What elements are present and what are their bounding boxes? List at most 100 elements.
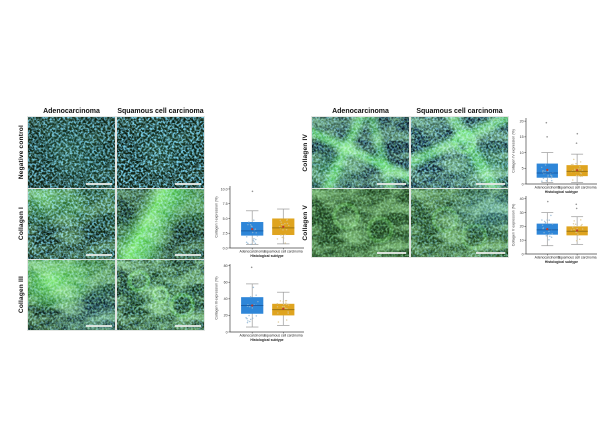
scale-bar <box>475 183 505 185</box>
row-label-text: Collagen I <box>17 207 25 241</box>
row-label: Collagen I <box>14 189 28 259</box>
right-microscopy-panel: Adenocarcinoma Squamous cell carcinoma C… <box>298 103 510 258</box>
y-tick-label: 20 <box>520 225 524 229</box>
boxplot-collagen-v: 0 10 20 30 40 Collagen V expression (%) Adenoc… <box>510 188 600 268</box>
microscopy-row: Collagen IV <box>298 116 510 189</box>
box-squamous-cell-carcinoma <box>566 132 588 183</box>
y-tick-label: 5.0 <box>223 217 228 221</box>
x-category-label: Squamous cell carcinoma <box>558 256 597 260</box>
right-image-grid: Collagen IV Collagen V <box>298 116 510 258</box>
x-category-label: Adenocarcinoma <box>239 334 265 338</box>
row-label-text: Negative control <box>17 125 25 180</box>
micro-image-collagen-iii-squamous-cell-carcinoma <box>116 259 205 331</box>
y-tick-label: 40 <box>224 297 228 301</box>
boxplot-svg-collagen-iv: 0 5 10 15 20 Collagen IV expression (%) Adenoc… <box>512 118 597 194</box>
y-tick-label: 20 <box>224 314 228 318</box>
micro-image-collagen-i-squamous-cell-carcinoma <box>116 188 205 260</box>
collagen-fiber-layer <box>117 260 204 330</box>
column-header-adenocarcinoma: Adenocarcinoma <box>43 108 100 115</box>
collagen-fiber-layer <box>117 117 204 188</box>
row-label: Negative control <box>14 117 28 188</box>
collagen-fiber-layer <box>312 189 409 257</box>
y-tick-label: 60 <box>224 281 228 285</box>
collagen-fiber-layer <box>28 189 115 259</box>
row-label-text: Collagen III <box>17 276 25 314</box>
collagen-fiber-layer <box>312 117 409 188</box>
scale-bar <box>174 183 201 185</box>
micro-image-negative-control-squamous-cell-carcinoma <box>116 116 205 189</box>
y-tick-label: 15 <box>520 135 524 139</box>
y-tick-label: 0 <box>522 252 524 256</box>
y-axis-label: Collagen III expression (%) <box>215 276 219 319</box>
micro-image-collagen-i-adenocarcinoma <box>27 188 116 260</box>
row-label: Collagen III <box>14 260 28 330</box>
collagen-fiber-layer <box>411 189 508 257</box>
box-squamous-cell-carcinoma <box>566 203 588 245</box>
stain-noise-layer <box>28 117 115 188</box>
microscopy-row: Negative control <box>14 116 206 189</box>
y-tick-label: 0 <box>522 182 524 186</box>
left-image-grid: Negative control Collagen I Collagen III <box>14 116 206 331</box>
box-squamous-cell-carcinoma <box>272 291 295 326</box>
x-axis-label: Histological subtype <box>545 190 578 194</box>
box-adenocarcinoma <box>241 190 264 246</box>
micro-image-collagen-iv-squamous-cell-carcinoma <box>410 116 509 189</box>
boxplot-collagen-i: 0.0 2.5 5.0 7.5 10.0 Collagen I expression (%… <box>213 178 309 264</box>
boxplot-collagen-iii: 0 20 40 60 80 Collagen III expression (%) Aden… <box>213 256 309 348</box>
x-category-label: Squamous cell carcinoma <box>264 334 303 338</box>
y-tick-label: 5 <box>522 167 524 171</box>
collagen-fiber-layer <box>117 189 204 259</box>
microscopy-row: Collagen V <box>298 188 510 258</box>
y-tick-label: 10 <box>520 238 524 242</box>
left-microscopy-panel: Adenocarcinoma Squamous cell carcinoma N… <box>14 103 206 331</box>
boxplot-svg-collagen-i: 0.0 2.5 5.0 7.5 10.0 Collagen I expression (%… <box>215 186 304 258</box>
y-tick-label: 40 <box>520 197 524 201</box>
row-label-text: Collagen IV <box>301 133 309 172</box>
micro-image-collagen-v-adenocarcinoma <box>311 188 410 258</box>
stain-noise-layer <box>411 189 508 257</box>
scale-bar <box>174 254 201 256</box>
microscopy-row: Collagen III <box>14 259 206 331</box>
scale-bar <box>174 325 201 327</box>
scale-bar <box>376 183 406 185</box>
collagen-fiber-layer <box>411 117 508 188</box>
micro-image-collagen-iii-adenocarcinoma <box>27 259 116 331</box>
boxplot-svg-collagen-iii: 0 20 40 60 80 Collagen III expression (%) Aden… <box>215 264 304 342</box>
left-column-headers: Adenocarcinoma Squamous cell carcinoma <box>28 103 206 117</box>
y-tick-label: 30 <box>520 211 524 215</box>
column-header-adenocarcinoma: Adenocarcinoma <box>332 108 389 115</box>
stain-noise-layer <box>117 117 204 188</box>
column-header-squamous: Squamous cell carcinoma <box>416 108 503 115</box>
box-adenocarcinoma <box>536 121 558 183</box>
scale-bar <box>475 252 505 254</box>
collagen-fiber-layer <box>28 117 115 188</box>
scale-bar <box>85 325 112 327</box>
y-tick-label: 0.0 <box>223 246 228 250</box>
box-adenocarcinoma <box>536 200 558 247</box>
x-category-label: Adenocarcinoma <box>239 250 265 254</box>
micro-image-collagen-v-squamous-cell-carcinoma <box>410 188 509 258</box>
stain-noise-layer <box>312 189 409 257</box>
boxplot-svg-collagen-v: 0 10 20 30 40 Collagen V expression (%) Adenoc… <box>512 196 597 264</box>
micro-image-collagen-iv-adenocarcinoma <box>311 116 410 189</box>
box-adenocarcinoma <box>241 266 264 328</box>
scale-bar <box>85 254 112 256</box>
column-header-squamous: Squamous cell carcinoma <box>117 108 204 115</box>
right-column-headers: Adenocarcinoma Squamous cell carcinoma <box>312 103 510 117</box>
microscopy-row: Collagen I <box>14 188 206 260</box>
scale-bar <box>376 252 406 254</box>
y-tick-label: 20 <box>520 119 524 123</box>
x-axis-label: Histological subtype <box>250 338 283 342</box>
y-tick-label: 0 <box>226 330 228 334</box>
y-axis-label: Collagen IV expression (%) <box>512 129 516 173</box>
y-tick-label: 80 <box>224 264 228 268</box>
collagen-fiber-layer <box>28 260 115 330</box>
y-tick-label: 7.5 <box>223 202 228 206</box>
y-tick-label: 10 <box>520 151 524 155</box>
box-squamous-cell-carcinoma <box>272 208 295 245</box>
x-category-label: Adenocarcinoma <box>535 256 561 260</box>
y-axis-label: Collagen I expression (%) <box>215 196 219 237</box>
y-axis-label: Collagen V expression (%) <box>512 204 516 247</box>
y-tick-label: 2.5 <box>223 232 228 236</box>
